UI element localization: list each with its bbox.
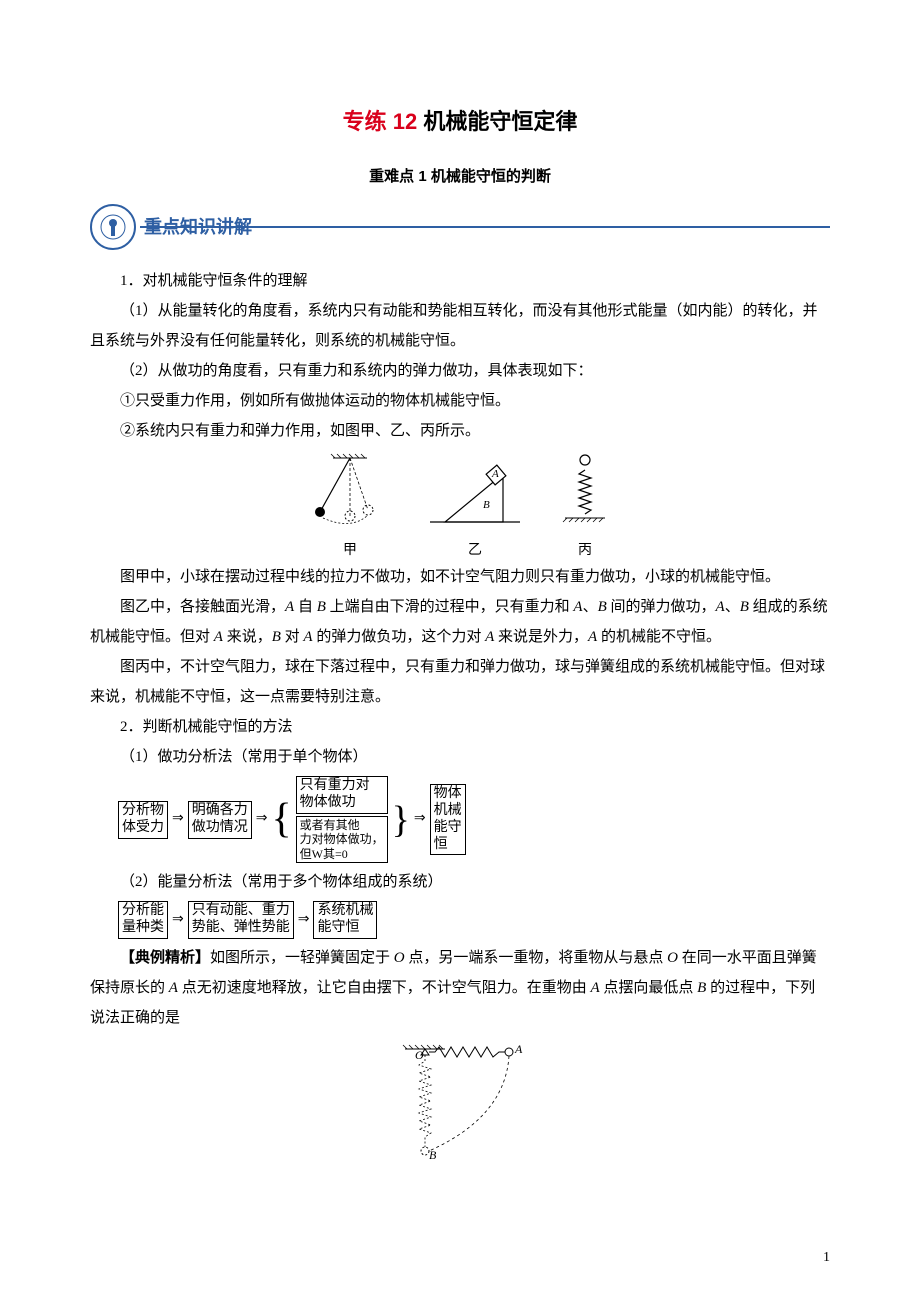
figure-caption-yi: 乙 xyxy=(425,543,525,558)
flow1-b2: 明确各力 做功情况 xyxy=(188,801,252,839)
emA3: A xyxy=(716,599,725,615)
subtitle: 重难点 1 机械能守恒的判断 xyxy=(90,162,830,192)
figure-caption-bing: 丙 xyxy=(555,543,615,558)
example-figure: O A B xyxy=(90,1037,830,1178)
para-1: 1．对机械能守恒条件的理解 xyxy=(90,266,830,296)
figure-yi: A B 乙 xyxy=(425,452,525,558)
brace-icon: { xyxy=(271,803,291,837)
emA6: A xyxy=(485,629,494,645)
para-2: （1）从能量转化的角度看，系统内只有动能和势能相互转化，而没有其他形式能量（如内… xyxy=(90,296,830,356)
arrow-icon: ⇒ xyxy=(256,811,268,828)
t7j: 的弹力做负功，这个力对 xyxy=(313,629,486,645)
para-9: 2．判断机械能守恒的方法 xyxy=(90,712,830,742)
svg-text:O: O xyxy=(415,1048,424,1062)
emA7: A xyxy=(588,629,597,645)
example-label: 【典例精析】 xyxy=(120,950,210,966)
badge-text: 重点知识讲解 xyxy=(144,209,252,245)
emA2: A xyxy=(573,599,582,615)
t7h: 来说， xyxy=(223,629,272,645)
page-number: 1 xyxy=(823,1244,830,1272)
para-8: 图丙中，不计空气阻力，球在下落过程中，只有重力和弹力做功，球与弹簧组成的系统机械… xyxy=(90,652,830,712)
emA4: A xyxy=(214,629,223,645)
arrow-icon: ⇒ xyxy=(414,811,426,828)
para-6: 图甲中，小球在摆动过程中线的拉力不做功，如不计空气阻力则只有重力做功，小球的机械… xyxy=(90,562,830,592)
exd: 点无初速度地释放，让它自由摆下，不计空气阻力。在重物由 xyxy=(178,980,591,996)
figure-label-B: B xyxy=(483,499,490,511)
para-11: （2）能量分析法（常用于多个物体组成的系统） xyxy=(90,867,830,897)
title-part-black: 机械能守恒定律 xyxy=(417,109,577,134)
flow1-b3a: 只有重力对 物体做功 xyxy=(296,776,388,814)
flow1-b4: 物体 机械 能守 恒 xyxy=(430,784,466,855)
figure-bing: 丙 xyxy=(555,452,615,558)
t7l: 的机械能不守恒。 xyxy=(597,629,721,645)
flow2-b2: 只有动能、重力 势能、弹性势能 xyxy=(188,901,294,939)
exb: 点，另一端系一重物，将重物从与悬点 xyxy=(405,950,668,966)
t7b: 自 xyxy=(294,599,317,615)
example-para: 【典例精析】如图所示，一轻弹簧固定于 O 点，另一端系一重物，将重物从与悬点 O… xyxy=(90,943,830,1033)
section-badge: 重点知识讲解 xyxy=(90,204,830,250)
badge-icon xyxy=(90,204,136,250)
flow2-b1: 分析能 量种类 xyxy=(118,901,168,939)
para-10: （1）做功分析法（常用于单个物体） xyxy=(90,742,830,772)
t7e: 间的弹力做功， xyxy=(607,599,716,615)
svg-text:B: B xyxy=(429,1148,437,1162)
exa: 如图所示，一轻弹簧固定于 xyxy=(210,950,394,966)
para-7: 图乙中，各接触面光滑，A 自 B 上端自由下滑的过程中，只有重力和 A、B 间的… xyxy=(90,592,830,652)
title-part-red: 专练 12 xyxy=(343,109,418,134)
t7d: 、 xyxy=(583,599,598,615)
emO1: O xyxy=(394,950,405,966)
emAe2: A xyxy=(590,980,599,996)
flow-diagram-1: 分析物 体受力 ⇒ 明确各力 做功情况 ⇒ { 只有重力对 物体做功 或者有其他… xyxy=(118,776,830,863)
emA5: A xyxy=(303,629,312,645)
t7f: 、 xyxy=(725,599,740,615)
t7k: 来说是外力， xyxy=(494,629,588,645)
t7c: 上端自由下滑的过程中，只有重力和 xyxy=(326,599,574,615)
emB3: B xyxy=(740,599,749,615)
flow1-b3b: 或者有其他 力对物体做功， 但W其=0 xyxy=(296,816,388,863)
emBe1: B xyxy=(697,980,706,996)
emO2: O xyxy=(667,950,678,966)
arrow-icon: ⇒ xyxy=(172,912,184,929)
brace-close-icon: } xyxy=(392,805,410,835)
emB2: B xyxy=(598,599,607,615)
t7i: 对 xyxy=(281,629,304,645)
t7a: 图乙中，各接触面光滑， xyxy=(120,599,285,615)
page-title: 专练 12 机械能守恒定律 xyxy=(90,100,830,144)
emB1: B xyxy=(317,599,326,615)
flow2-b3: 系统机械 能守恒 xyxy=(313,901,377,939)
arrow-icon: ⇒ xyxy=(172,811,184,828)
arrow-icon: ⇒ xyxy=(298,912,310,929)
figure-label-A: A xyxy=(491,468,499,480)
para-4: ①只受重力作用，例如所有做抛体运动的物体机械能守恒。 xyxy=(90,386,830,416)
flow-diagram-2: 分析能 量种类 ⇒ 只有动能、重力 势能、弹性势能 ⇒ 系统机械 能守恒 xyxy=(118,901,830,939)
emB4: B xyxy=(272,629,281,645)
para-5: ②系统内只有重力和弹力作用，如图甲、乙、丙所示。 xyxy=(90,416,830,446)
figure-jia: 甲 xyxy=(305,452,395,558)
exe: 点摆向最低点 xyxy=(600,980,698,996)
flow1-b1: 分析物 体受力 xyxy=(118,801,168,839)
para-3: （2）从做功的角度看，只有重力和系统内的弹力做功，具体表现如下： xyxy=(90,356,830,386)
figure-row: 甲 A B 乙 丙 xyxy=(90,452,830,558)
svg-text:A: A xyxy=(514,1042,523,1056)
figure-caption-jia: 甲 xyxy=(305,543,395,558)
emA1: A xyxy=(285,599,294,615)
emAe1: A xyxy=(169,980,178,996)
